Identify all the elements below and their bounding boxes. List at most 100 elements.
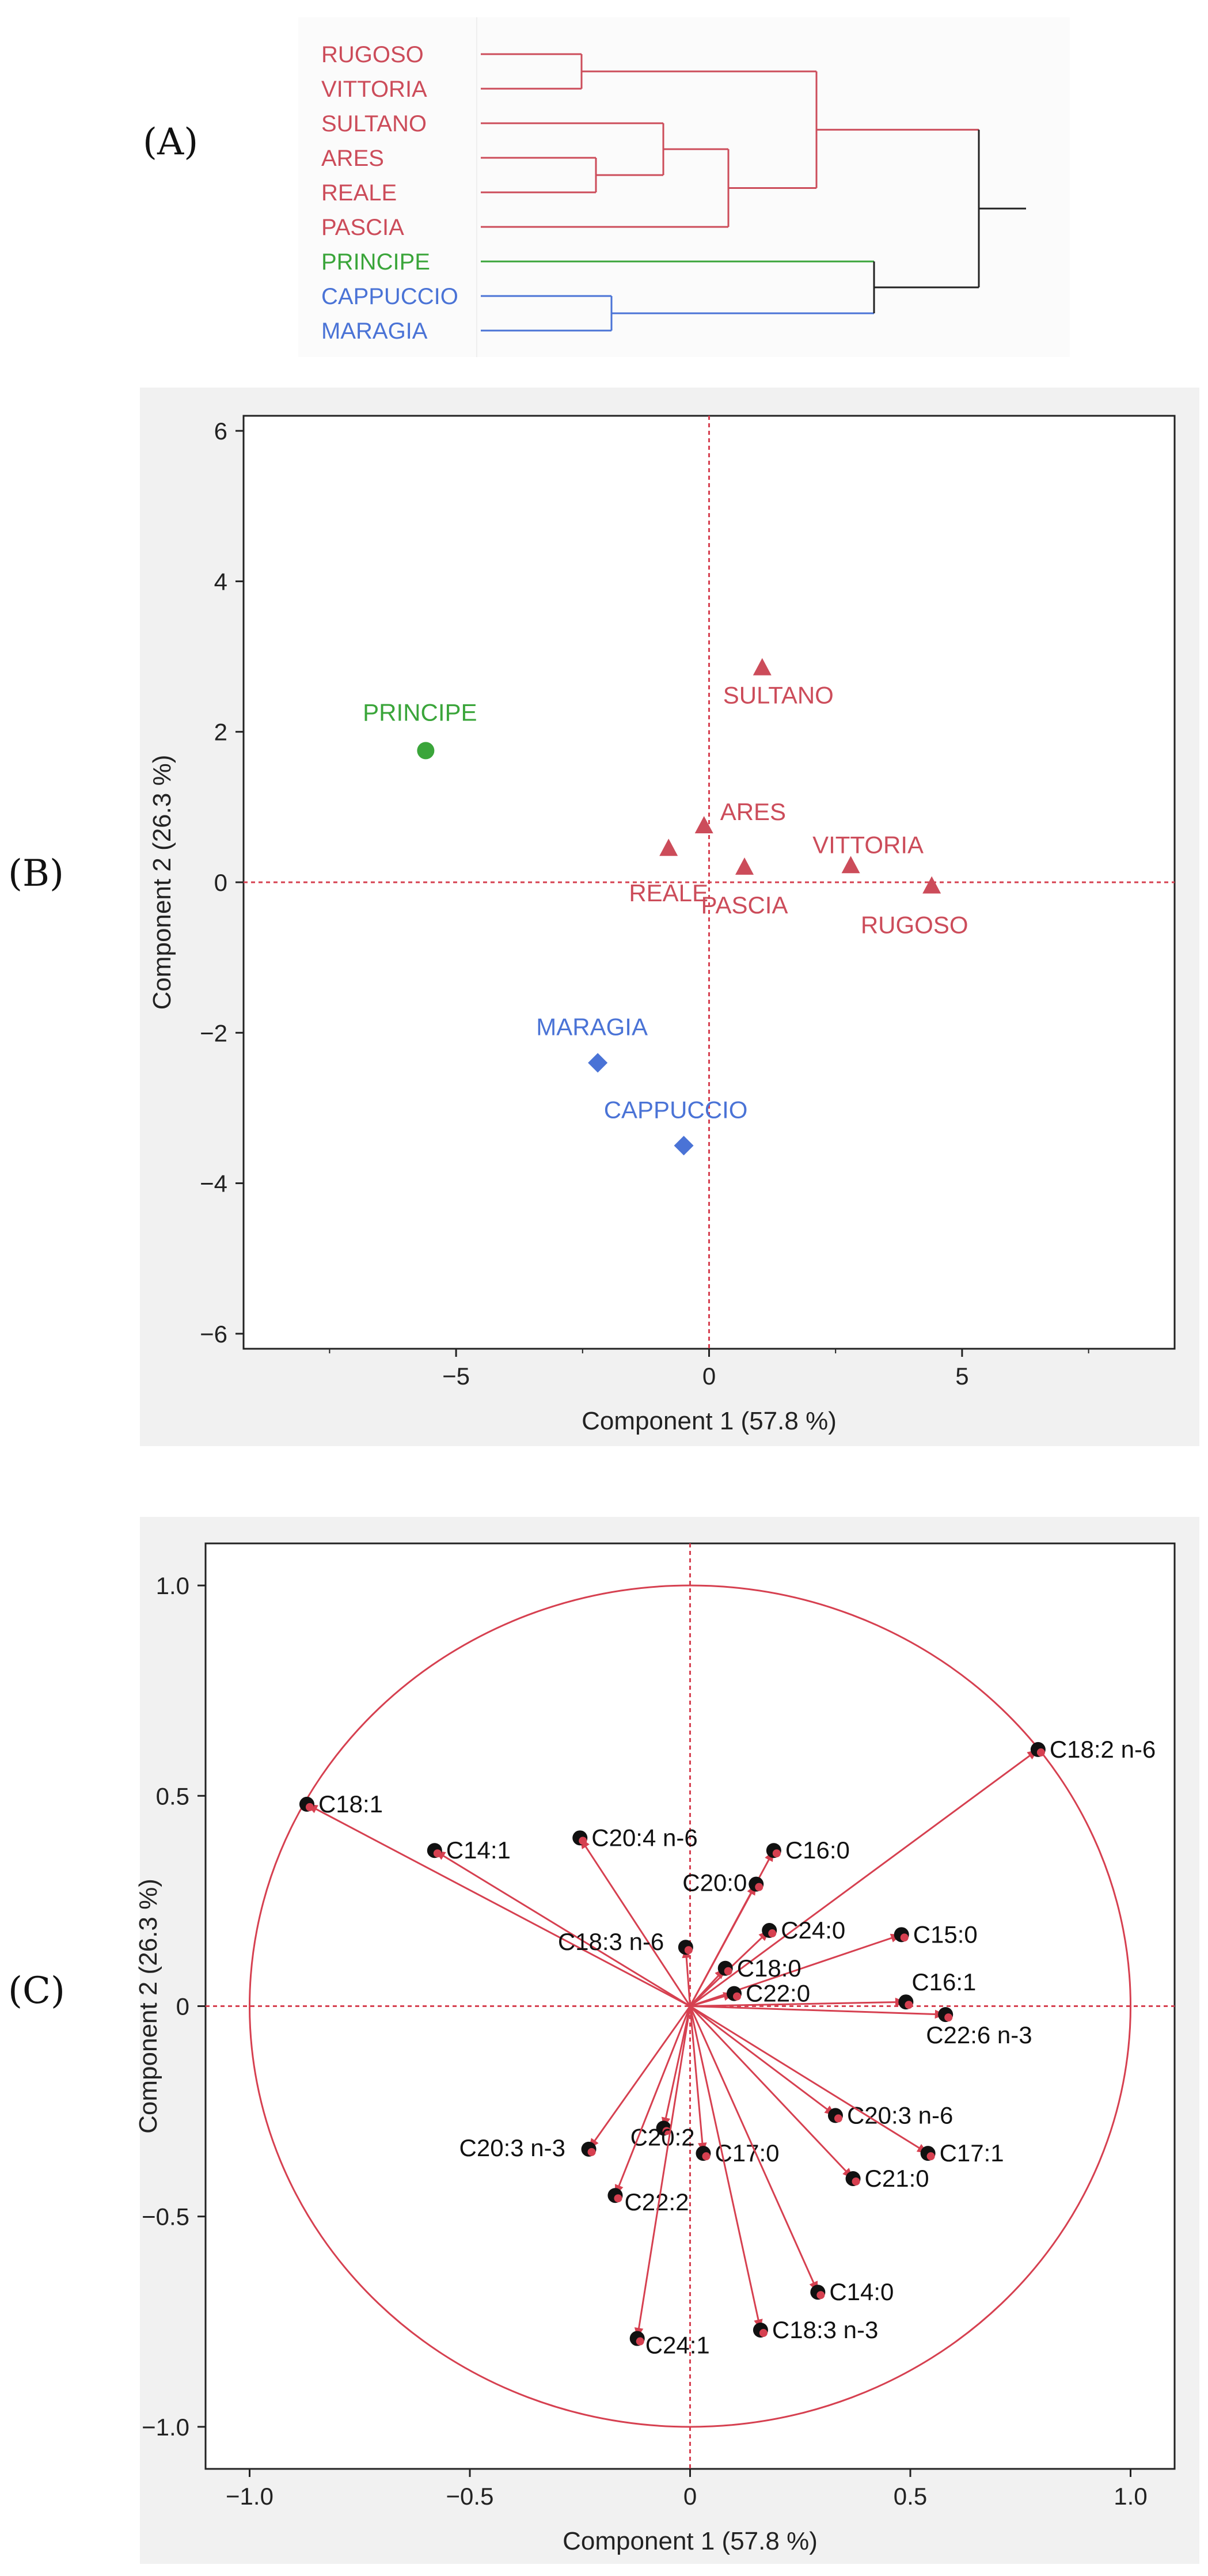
loading-xtick-label: 1.0 <box>1114 2483 1147 2510</box>
loading-label-c14-0: C14:0 <box>829 2278 894 2305</box>
point-label-reale: REALE <box>629 879 708 906</box>
point-ares <box>694 816 713 834</box>
leaf-label-pascia: PASCIA <box>321 215 404 240</box>
vector-c20-2 <box>663 2006 691 2129</box>
loading-xtick-label: 0.5 <box>894 2483 927 2510</box>
loading-plot: −1.0 −0.5 0 0.5 1.0 −1.0 −0.5 0 0.5 1.0 Component … <box>134 1542 1176 2555</box>
point-pascia <box>735 857 754 875</box>
point-label-pascia: PASCIA <box>701 891 788 919</box>
panel-label-c: (C) <box>8 1970 65 2012</box>
score-ytick-label: 0 <box>214 869 227 896</box>
vector-c18-3-n-3 <box>689 2006 762 2331</box>
loading-point-accent-c20-0 <box>755 1883 763 1891</box>
loading-label-c20-0: C20:0 <box>682 1869 747 1896</box>
vector-c14-0 <box>689 2005 819 2293</box>
leaf-label-reale: REALE <box>321 180 397 206</box>
loading-point-accent-c20-3-n-6 <box>834 2114 842 2123</box>
vector-c21-0 <box>689 2005 854 2180</box>
loading-y-axis-title: Component 2 (26.3 %) <box>134 1879 162 2134</box>
vector-c20-3-n-6 <box>689 2005 836 2116</box>
loading-label-c22-6-n-3: C22:6 n-3 <box>926 2021 1032 2048</box>
loading-label-c16-0: C16:0 <box>785 1837 850 1864</box>
loading-point-accent-c16-0 <box>772 1849 781 1858</box>
vector-c18-1 <box>306 1803 691 2007</box>
loading-x-axis-title: Component 1 (57.8 %) <box>563 2527 818 2555</box>
loading-label-c24-1: C24:1 <box>645 2332 710 2359</box>
vector-c17-0 <box>689 2006 704 2154</box>
vector-c20-0 <box>689 1883 757 2007</box>
loading-xtick-label: −0.5 <box>446 2483 494 2510</box>
leaf-label-sultano: SULTANO <box>321 111 427 136</box>
loading-label-c14-1: C14:1 <box>446 1837 511 1864</box>
loading-point-accent-c24-0 <box>768 1929 777 1938</box>
score-ytick-label: −4 <box>200 1170 227 1197</box>
loading-ytick-label: −1.0 <box>142 2414 189 2441</box>
point-sultano <box>753 658 772 676</box>
vector-c16-1 <box>690 2001 906 2007</box>
score-xtick-label: 5 <box>955 1363 968 1390</box>
vector-c20-3-n-3 <box>588 2005 691 2150</box>
dendrogram-background <box>298 17 1070 357</box>
point-label-rugoso: RUGOSO <box>861 912 968 939</box>
unit-circle <box>249 1584 1131 2428</box>
score-xtick-label: 0 <box>702 1363 716 1390</box>
vector-c24-1 <box>636 2006 691 2339</box>
score-ytick-label: 6 <box>214 418 227 445</box>
loading-label-c20-3-n-6: C20:3 n-6 <box>847 2101 953 2129</box>
panel-label-b: (B) <box>8 852 64 895</box>
loading-label-c20-4-n-6: C20:4 n-6 <box>591 1824 697 1851</box>
leaf-label-principe: PRINCIPE <box>321 249 430 275</box>
loading-label-c16-1: C16:1 <box>911 1968 976 1995</box>
loading-point-accent-c14-1 <box>433 1849 442 1858</box>
leaf-label-cappuccio: CAPPUCCIO <box>321 284 458 309</box>
panel-label-a: (A) <box>143 121 199 164</box>
loading-ytick-label: 1.0 <box>156 1572 189 1599</box>
loading-label-c18-3-n-6: C18:3 n-6 <box>558 1928 664 1955</box>
score-ytick-label: 2 <box>214 719 227 746</box>
point-rugoso <box>922 876 941 894</box>
loading-label-c18-1: C18:1 <box>318 1790 383 1818</box>
loading-label-c17-1: C17:1 <box>940 2139 1004 2167</box>
loading-label-c20-3-n-3: C20:3 n-3 <box>459 2134 565 2161</box>
point-principe <box>417 742 435 760</box>
loading-label-c18-3-n-3: C18:3 n-3 <box>772 2316 878 2343</box>
loading-point-accent-c22-6-n-3 <box>944 2013 953 2022</box>
loading-point-accent-c18-1 <box>305 1803 314 1811</box>
loading-point-accent-c14-0 <box>816 2291 825 2300</box>
loading-point-accent-c24-1 <box>636 2337 644 2346</box>
loading-point-accent-c18-0 <box>724 1967 732 1975</box>
leaf-label-maragia: MARAGIA <box>321 318 428 344</box>
score-plot: −5 0 5 −6 −4 −2 0 2 4 6 Component 1 (57.8 %) Compon… <box>148 415 1176 1435</box>
vector-c22-2 <box>614 2005 691 2196</box>
leaf-label-rugoso: RUGOSO <box>321 42 424 67</box>
loading-point-accent-c16-1 <box>905 2001 913 2009</box>
score-ytick-label: 4 <box>214 568 227 595</box>
loading-label-c18-2-n-6: C18:2 n-6 <box>1050 1736 1156 1763</box>
loading-point-accent-c22-0 <box>733 1992 741 2001</box>
loading-point-accent-c18-2-n-6 <box>1036 1748 1045 1756</box>
score-x-axis-title: Component 1 (57.8 %) <box>582 1407 837 1435</box>
loading-point-accent-c18-3-n-3 <box>759 2328 768 2337</box>
dendrogram: RUGOSO VITTORIA SULTANO ARES REALE PASCIA PRIN… <box>321 42 1026 344</box>
point-label-maragia: MARAGIA <box>536 1014 648 1041</box>
score-ytick-label: −2 <box>200 1019 227 1046</box>
point-reale <box>659 839 678 856</box>
leaf-label-ares: ARES <box>321 146 384 171</box>
loading-label-c21-0: C21:0 <box>865 2165 929 2192</box>
score-ytick-label: −6 <box>200 1321 227 1348</box>
point-label-sultano: SULTANO <box>723 682 834 709</box>
loading-xtick-label: 0 <box>683 2483 697 2510</box>
loading-point-accent-c20-3-n-3 <box>587 2148 596 2156</box>
point-vittoria <box>841 856 860 874</box>
loading-label-c22-0: C22:0 <box>746 1980 810 2007</box>
loading-point-accent-c15-0 <box>900 1933 909 1942</box>
loading-point-accent-c17-0 <box>702 2152 711 2161</box>
point-label-principe: PRINCIPE <box>363 699 477 726</box>
point-label-cappuccio: CAPPUCCIO <box>604 1096 748 1123</box>
loading-label-c15-0: C15:0 <box>913 1921 978 1948</box>
loading-point-accent-c21-0 <box>852 2177 860 2186</box>
loading-point-accent-c18-3-n-6 <box>684 1946 693 1955</box>
vector-c14-1 <box>434 1849 691 2007</box>
loading-point-accent-c17-1 <box>926 2152 935 2161</box>
